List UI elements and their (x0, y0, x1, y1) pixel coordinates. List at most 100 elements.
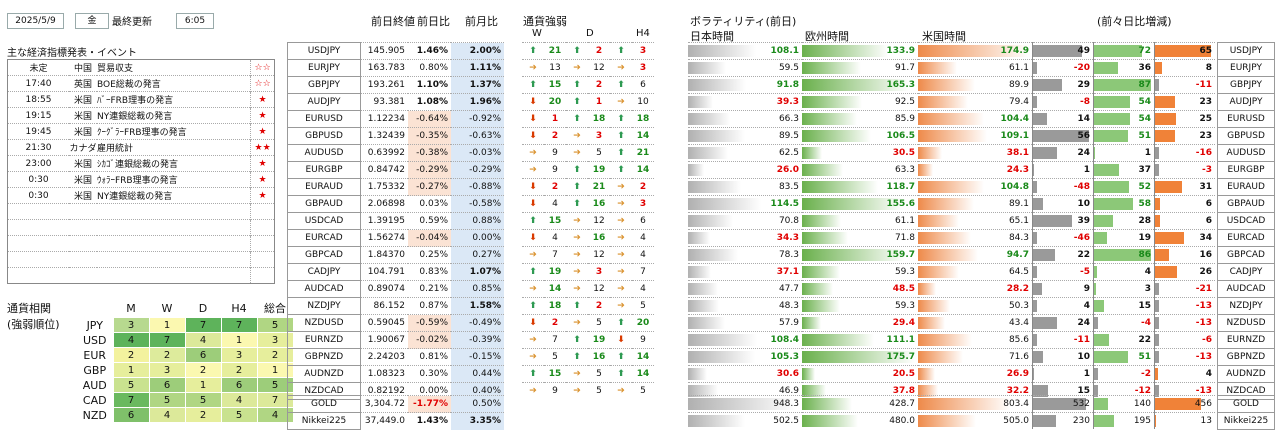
vol-europe: 175.7 (802, 348, 918, 366)
vol-japan: 502.5 (688, 412, 802, 429)
event-country (69, 219, 97, 236)
corr-rank: 5 (148, 392, 186, 408)
delta-japan-value: 9 (1083, 284, 1090, 294)
prev-close: 93.381 (360, 93, 408, 111)
vol-us-bar (918, 130, 988, 142)
month-change: 0.44% (451, 365, 504, 383)
date-box: 2025/5/9 (7, 13, 64, 29)
extra-vol-row: 948.3 428.7 803.4 532 140 456 (688, 395, 1215, 413)
vol-us-value: 38.1 (1006, 148, 1029, 158)
vol-us: 803.4 (918, 395, 1033, 413)
day-change: 1.46% (408, 42, 451, 60)
vol-us-bar (918, 215, 960, 227)
event-importance: ★ (250, 123, 275, 140)
delta-japan: -48 (1032, 178, 1094, 196)
vol-europe-bar (802, 130, 871, 142)
delta-europe: 140 (1093, 395, 1155, 413)
vol-us: 174.9 (918, 42, 1033, 60)
strength-d-score: 16 (588, 229, 610, 247)
delta-europe-bar (1094, 351, 1128, 363)
corr-header: M (126, 301, 136, 315)
corr-rank: 7 (184, 317, 222, 333)
pair-row-right: NZDUSD (1217, 314, 1275, 332)
delta-us-bar (1155, 96, 1175, 108)
corr-row: AUD 5 6 1 6 5 (77, 377, 294, 393)
delta-us: 23 (1154, 127, 1215, 145)
strength-table: ⬆ 21 ⬆ 2 ⬆ 3 ➔ 13 ➔ 12 ➔ 3 ⬆ 15 ⬆ 2 ⬆ 6 ⬇ 20 ⬆ 1 ➔ 10 ⬇ 1 ⬆ 18 ⬆ 18 ⬇ 2… (522, 42, 654, 399)
pair-label: EURJPY (287, 59, 361, 77)
strength-d-score: 5 (588, 144, 610, 162)
corr-currency: AUD (77, 377, 113, 393)
vol-us-value: 94.7 (1006, 250, 1029, 260)
strength-w-arrow-icon: ➔ (522, 382, 544, 399)
event-country: 中国 (69, 59, 97, 76)
delta-japan-value: 24 (1077, 318, 1090, 328)
pair-row: AUDUSD 0.63992 -0.38% -0.03% (287, 144, 504, 162)
vol-europe-value: 106.5 (886, 131, 915, 141)
strength-h4-score: 2 (632, 178, 654, 196)
delta-japan: 9 (1032, 280, 1094, 298)
strength-h4-arrow-icon: ➔ (610, 195, 632, 213)
strength-h4-score: 7 (632, 263, 654, 281)
delta-europe-value: 52 (1138, 182, 1151, 192)
vol-europe-bar (802, 385, 827, 397)
vol-us-value: 104.8 (1000, 182, 1029, 192)
delta-us-value: 26 (1199, 267, 1212, 277)
strength-w-arrow-icon: ⬇ (522, 110, 544, 128)
event-importance: ★ (250, 187, 275, 204)
pair-label-right: EURNZD (1217, 331, 1275, 349)
strength-w-score: 19 (544, 263, 566, 281)
event-row (7, 251, 275, 268)
corr-header: H4 (231, 301, 247, 315)
event-time: 0:30 (7, 171, 69, 188)
vol-europe-bar (802, 283, 834, 295)
delta-europe-bar (1094, 283, 1096, 295)
strength-w-arrow-icon: ⬆ (522, 76, 544, 94)
strength-h4-score: 14 (632, 365, 654, 383)
vol-us-bar (918, 232, 972, 244)
delta-us-bar (1155, 79, 1159, 91)
vol-europe-bar (802, 334, 874, 346)
strength-row: ⬇ 4 ➔ 16 ➔ 4 (522, 229, 654, 247)
event-time: 18:55 (7, 91, 69, 108)
delta-us: 65 (1154, 42, 1215, 60)
strength-h4-score: 6 (632, 76, 654, 94)
event-time: 19:45 (7, 123, 69, 140)
strength-d-arrow-icon: ➔ (566, 144, 588, 162)
corr-header: D (198, 301, 208, 315)
delta-japan: 14 (1032, 110, 1094, 128)
delta-japan: -8 (1032, 93, 1094, 111)
vol-us: 64.5 (918, 263, 1033, 281)
event-country: 米国 (69, 171, 97, 188)
strength-row: ➔ 9 ⬆ 19 ⬆ 14 (522, 161, 654, 179)
vol-japan: 114.5 (688, 195, 802, 213)
vol-japan: 26.0 (688, 161, 802, 179)
event-name: ﾊﾞｰFRB理事の発言 (96, 91, 251, 108)
prev-close: 2.06898 (360, 195, 408, 213)
delta-europe-value: 72 (1138, 46, 1151, 56)
delta-japan-bar (1033, 164, 1034, 176)
extra-row: GOLD 3,304.72 -1.77% 0.50% (287, 395, 504, 413)
delta-europe: 37 (1093, 161, 1155, 179)
strength-row: ⬆ 15 ➔ 12 ➔ 6 (522, 212, 654, 230)
strength-h4-score: 9 (632, 331, 654, 349)
strength-h4-score: 3 (632, 59, 654, 77)
day-change: 0.81% (408, 348, 451, 366)
delta-japan: 230 (1032, 412, 1094, 429)
strength-w-arrow-icon: ➔ (522, 161, 544, 179)
delta-europe-bar (1094, 198, 1133, 210)
vol-us-bar (918, 368, 936, 380)
vol-japan-value: 39.3 (776, 97, 799, 107)
delta-europe-value: 86 (1138, 250, 1151, 260)
strength-d-arrow-icon: ⬆ (566, 297, 588, 315)
delta-us-value: 456 (1194, 399, 1212, 409)
vol-us-value: 26.9 (1006, 369, 1029, 379)
vol-europe-value: 133.9 (886, 46, 915, 56)
vol-europe-bar (802, 215, 842, 227)
vol-europe: 29.4 (802, 314, 918, 332)
event-name: 雇用統計 (96, 139, 251, 156)
delta-us: 34 (1154, 229, 1215, 247)
corr-rank: 1 (148, 317, 186, 333)
vol-europe: 63.3 (802, 161, 918, 179)
price-table: USDJPY 145.905 1.46% 2.00% EURJPY 163.783 0.80… (287, 42, 504, 400)
